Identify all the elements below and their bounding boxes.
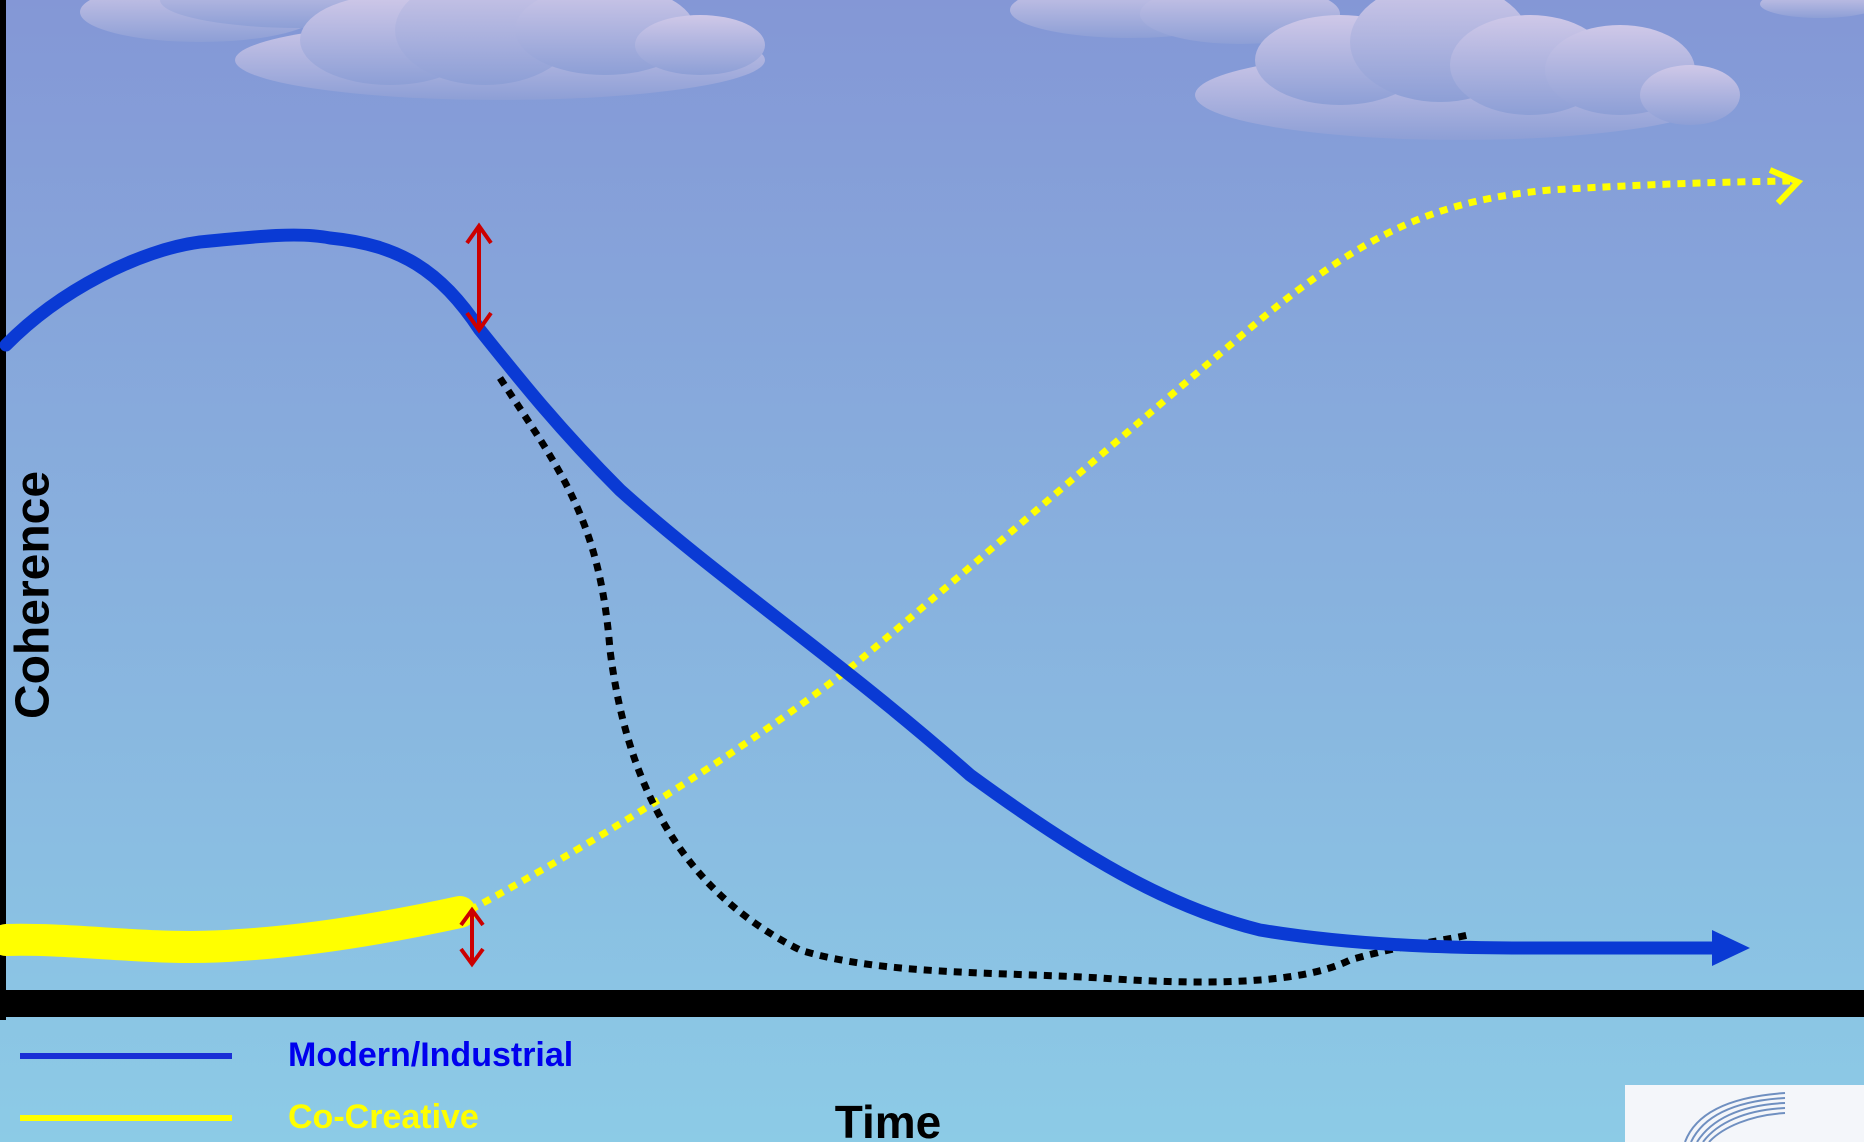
legend-label-co-creative: Co-Creative <box>288 1098 479 1137</box>
legend-line-modern <box>20 1053 232 1059</box>
legend-label-modern: Modern/Industrial <box>288 1036 573 1075</box>
y-axis-label: Coherence <box>6 471 61 719</box>
legend-item-modern-industrial: Modern/Industrial <box>20 1036 573 1075</box>
feather-logo-icon <box>1625 1085 1864 1142</box>
legend-item-co-creative: Co-Creative <box>20 1098 479 1137</box>
legend-line-co-creative <box>20 1115 232 1121</box>
x-axis-line <box>0 990 1864 1017</box>
x-axis-label: Time <box>835 1095 942 1142</box>
